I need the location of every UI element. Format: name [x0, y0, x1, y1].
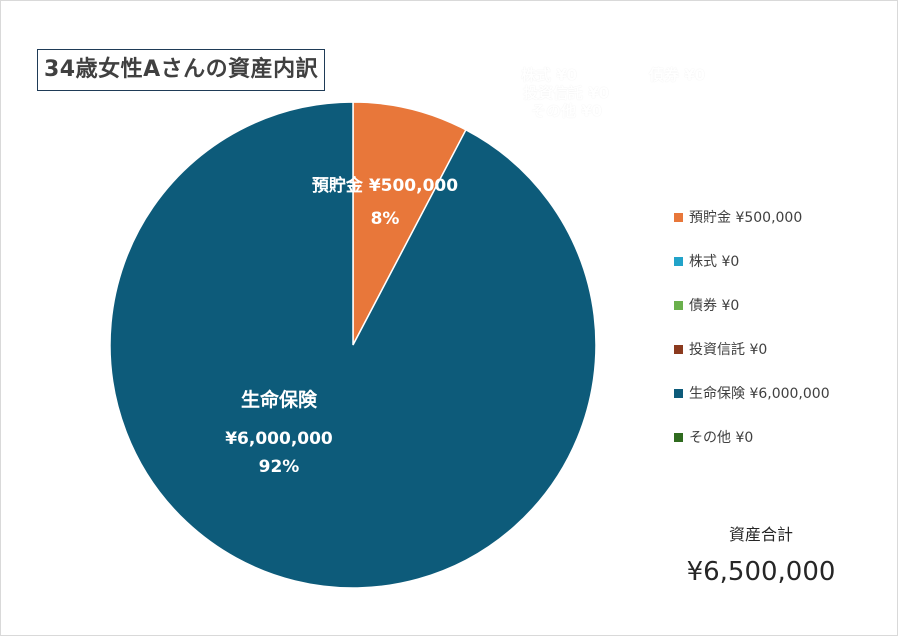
legend-item-other: その他 ¥0 [674, 427, 753, 447]
chart-legend: 預貯金 ¥500,000 株式 ¥0 債券 ¥0 投資信託 ¥0 生命保険 ¥6… [658, 191, 863, 457]
pie-slice-insurance [109, 101, 597, 589]
data-label-insurance-value: ¥6,000,000 [225, 429, 333, 449]
chart-title: 34歳女性Aさんの資産内訳 [37, 49, 326, 91]
data-label-insurance-name: 生命保険 [241, 388, 318, 411]
legend-label: 株式 ¥0 [689, 254, 740, 270]
data-label-insurance-percent: 92% [259, 457, 300, 477]
zero-label-stocks: 株式 ¥0 [521, 66, 578, 84]
legend-swatch [674, 388, 683, 398]
legend-item-bonds: 債券 ¥0 [674, 295, 739, 315]
legend-label: 債券 ¥0 [689, 298, 740, 314]
legend-item-stocks: 株式 ¥0 [674, 251, 739, 271]
legend-item-insurance: 生命保険 ¥6,000,000 [674, 383, 830, 403]
legend-swatch [674, 256, 683, 266]
legend-label: 投資信託 ¥0 [689, 342, 768, 358]
zero-label-bonds: 債券 ¥0 [649, 66, 706, 84]
legend-label: その他 ¥0 [689, 430, 754, 446]
zero-label-other: その他 ¥0 [531, 102, 603, 120]
legend-label: 預貯金 ¥500,000 [689, 210, 803, 226]
zero-label-trust: 投資信託 ¥0 [523, 84, 610, 102]
legend-item-savings: 預貯金 ¥500,000 [674, 207, 802, 227]
total-value: ¥6,500,000 [686, 557, 836, 587]
pie-slice-savings [352, 101, 467, 346]
legend-swatch [674, 212, 683, 222]
total-label: 資産合計 [728, 525, 793, 544]
legend-swatch [674, 300, 683, 310]
data-label-savings-percent: 8% [371, 209, 400, 229]
data-label-savings-name-value: 預貯金 ¥500,000 [312, 175, 458, 196]
legend-item-trust: 投資信託 ¥0 [674, 339, 767, 359]
legend-swatch [674, 432, 683, 442]
legend-label: 生命保険 ¥6,000,000 [689, 386, 830, 402]
legend-swatch [674, 344, 683, 354]
